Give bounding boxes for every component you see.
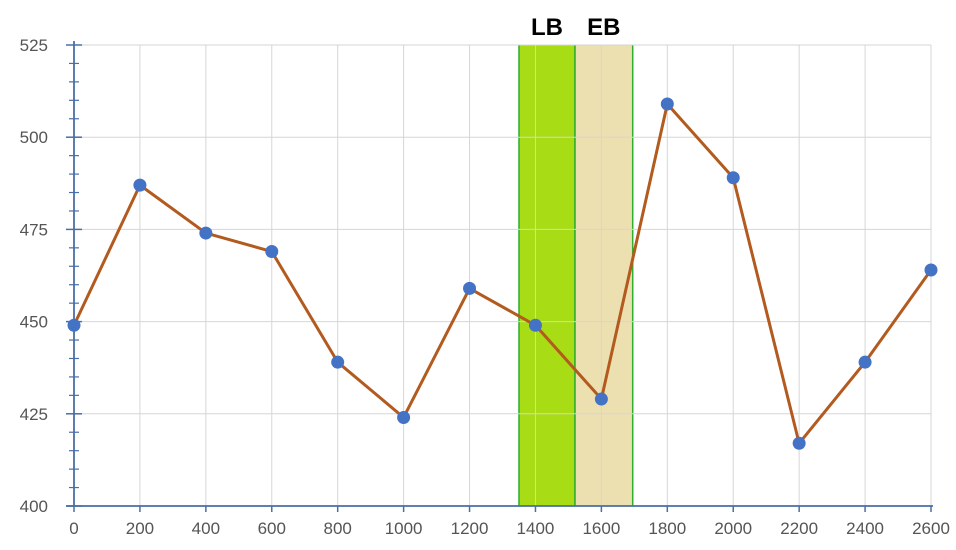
- x-tick-label: 1200: [451, 519, 489, 538]
- y-tick-label: 475: [20, 220, 48, 239]
- data-point: [594, 392, 608, 406]
- data-point: [199, 226, 213, 240]
- grid-lines: [74, 44, 932, 506]
- shaded-bands: [518, 45, 634, 506]
- series-line: [72, 102, 933, 445]
- y-tick-label: 400: [20, 497, 48, 516]
- band-labels: LB EB: [531, 14, 621, 41]
- x-tick-label: 2200: [780, 519, 818, 538]
- x-tick-label: 0: [69, 519, 78, 538]
- band-label-eb: EB: [587, 14, 620, 41]
- band-label-lb: LB: [531, 14, 563, 41]
- data-point: [331, 355, 345, 369]
- x-tick-label: 2600: [912, 519, 950, 538]
- x-tick-label: 1800: [648, 519, 686, 538]
- data-point: [463, 281, 477, 295]
- data-point: [726, 171, 740, 185]
- x-tick-label: 400: [192, 519, 220, 538]
- x-tick-label: 600: [258, 519, 286, 538]
- data-point: [792, 436, 806, 450]
- x-tick-label: 1600: [582, 519, 620, 538]
- x-tick-label: 1000: [385, 519, 423, 538]
- data-point: [660, 97, 674, 111]
- y-tick-label: 425: [20, 405, 48, 424]
- data-point: [528, 318, 542, 332]
- x-tick-label: 800: [324, 519, 352, 538]
- data-point: [265, 245, 279, 259]
- data-point: [397, 410, 411, 424]
- x-tick-label: 2400: [846, 519, 884, 538]
- data-point: [133, 178, 147, 192]
- x-tick-label: 200: [126, 519, 154, 538]
- data-point: [67, 318, 81, 332]
- y-tick-label: 450: [20, 313, 48, 332]
- x-tick-label: 1400: [517, 519, 555, 538]
- data-point: [858, 355, 872, 369]
- band-eb: [575, 45, 633, 506]
- data-series: [67, 97, 938, 450]
- y-tick-label: 500: [20, 128, 48, 147]
- band-lb: [518, 45, 576, 506]
- x-tick-label: 2000: [714, 519, 752, 538]
- data-point: [924, 263, 938, 277]
- axes: 0 200 400 600 800 1000 1200 1400 1600 1800 2000 220…: [20, 36, 950, 538]
- y-tick-label: 525: [20, 36, 48, 55]
